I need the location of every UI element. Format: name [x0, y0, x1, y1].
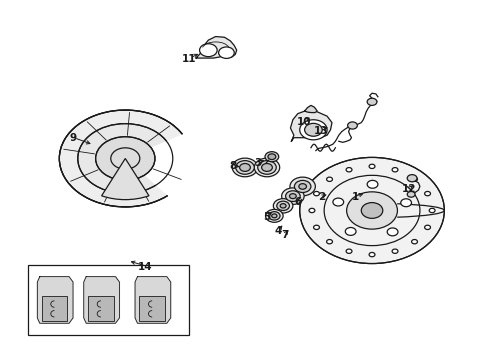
- Circle shape: [265, 152, 279, 162]
- Ellipse shape: [290, 194, 296, 199]
- Text: 3: 3: [255, 158, 262, 168]
- Circle shape: [268, 154, 276, 159]
- Ellipse shape: [299, 184, 306, 189]
- Circle shape: [369, 164, 375, 168]
- Circle shape: [347, 122, 357, 129]
- Text: 2: 2: [318, 192, 326, 202]
- Text: 1: 1: [352, 192, 359, 202]
- Ellipse shape: [254, 158, 280, 177]
- Circle shape: [401, 199, 412, 207]
- Bar: [140, 296, 165, 321]
- Circle shape: [369, 252, 375, 257]
- Ellipse shape: [232, 158, 258, 177]
- Ellipse shape: [280, 204, 286, 208]
- Text: 5: 5: [263, 212, 270, 221]
- Circle shape: [412, 177, 417, 181]
- Circle shape: [346, 249, 352, 253]
- Bar: [42, 296, 67, 321]
- Ellipse shape: [262, 163, 272, 171]
- Circle shape: [219, 47, 234, 58]
- Text: 8: 8: [230, 161, 237, 171]
- Circle shape: [346, 167, 352, 172]
- Circle shape: [305, 123, 322, 136]
- Polygon shape: [84, 276, 120, 323]
- Circle shape: [314, 225, 319, 230]
- Text: 14: 14: [138, 262, 153, 272]
- Text: 11: 11: [182, 54, 196, 64]
- Wedge shape: [101, 158, 149, 200]
- Circle shape: [392, 167, 398, 172]
- Text: 13: 13: [314, 126, 328, 135]
- Text: 10: 10: [296, 117, 311, 127]
- Polygon shape: [135, 276, 171, 323]
- Ellipse shape: [269, 212, 280, 220]
- Circle shape: [425, 225, 431, 230]
- Text: 6: 6: [294, 197, 302, 207]
- Circle shape: [327, 239, 333, 244]
- Bar: [27, 265, 189, 335]
- Circle shape: [346, 192, 397, 229]
- Circle shape: [367, 98, 377, 105]
- Wedge shape: [125, 134, 194, 197]
- Ellipse shape: [266, 210, 283, 222]
- Ellipse shape: [258, 161, 276, 174]
- Polygon shape: [305, 105, 318, 113]
- Ellipse shape: [290, 177, 316, 196]
- Circle shape: [300, 157, 444, 264]
- Circle shape: [387, 228, 398, 236]
- Ellipse shape: [286, 191, 300, 202]
- Circle shape: [314, 192, 319, 196]
- Circle shape: [361, 203, 383, 219]
- Circle shape: [199, 44, 217, 57]
- Ellipse shape: [294, 180, 311, 193]
- Ellipse shape: [273, 199, 293, 213]
- Circle shape: [407, 192, 415, 197]
- Text: 7: 7: [281, 230, 288, 239]
- Circle shape: [327, 177, 333, 181]
- Circle shape: [425, 192, 431, 196]
- Ellipse shape: [277, 201, 290, 211]
- Circle shape: [78, 123, 173, 193]
- Polygon shape: [291, 110, 332, 141]
- Circle shape: [300, 120, 327, 140]
- Circle shape: [407, 175, 417, 182]
- Circle shape: [333, 198, 343, 206]
- Ellipse shape: [236, 161, 254, 174]
- Circle shape: [367, 180, 378, 188]
- Circle shape: [429, 208, 435, 213]
- Text: 12: 12: [402, 184, 416, 194]
- Text: 4: 4: [274, 226, 281, 236]
- Ellipse shape: [271, 214, 277, 218]
- Polygon shape: [37, 276, 73, 323]
- Circle shape: [59, 110, 191, 207]
- Ellipse shape: [240, 163, 250, 171]
- Bar: [88, 296, 114, 321]
- Circle shape: [309, 208, 315, 213]
- Circle shape: [392, 249, 398, 253]
- Text: 9: 9: [70, 134, 76, 143]
- Circle shape: [345, 228, 356, 235]
- Circle shape: [96, 137, 155, 180]
- Circle shape: [412, 239, 417, 244]
- Polygon shape: [196, 37, 237, 58]
- Ellipse shape: [282, 188, 304, 204]
